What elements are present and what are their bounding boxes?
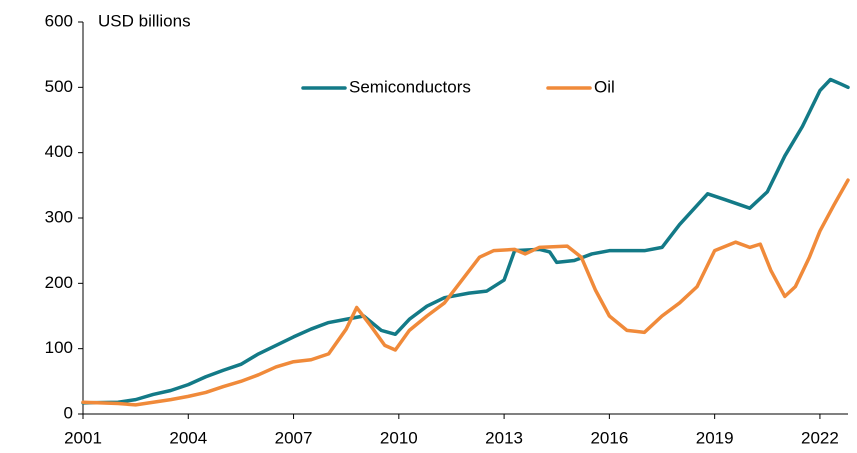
y-tick-label: 100	[45, 338, 73, 357]
series-line	[81, 77, 850, 405]
x-tick-label: 2019	[696, 428, 734, 447]
y-tick-label: 0	[64, 403, 73, 422]
x-tick-label: 2004	[169, 428, 207, 447]
x-tick-label: 2013	[485, 428, 523, 447]
x-tick-label: 2007	[275, 428, 313, 447]
y-tick-label: 500	[45, 77, 73, 96]
x-tick-label: 2010	[380, 428, 418, 447]
y-axis-label: USD billions	[98, 11, 191, 30]
y-tick-label: 400	[45, 142, 73, 161]
y-tick-label: 300	[45, 207, 73, 226]
series-line	[81, 178, 850, 407]
y-tick-label: 200	[45, 273, 73, 292]
legend-label: Oil	[594, 77, 615, 96]
x-tick-label: 2001	[64, 428, 102, 447]
x-tick-label: 2016	[590, 428, 628, 447]
y-tick-label: 600	[45, 11, 73, 30]
legend-label: Semiconductors	[349, 77, 471, 96]
x-tick-label: 2022	[801, 428, 839, 447]
